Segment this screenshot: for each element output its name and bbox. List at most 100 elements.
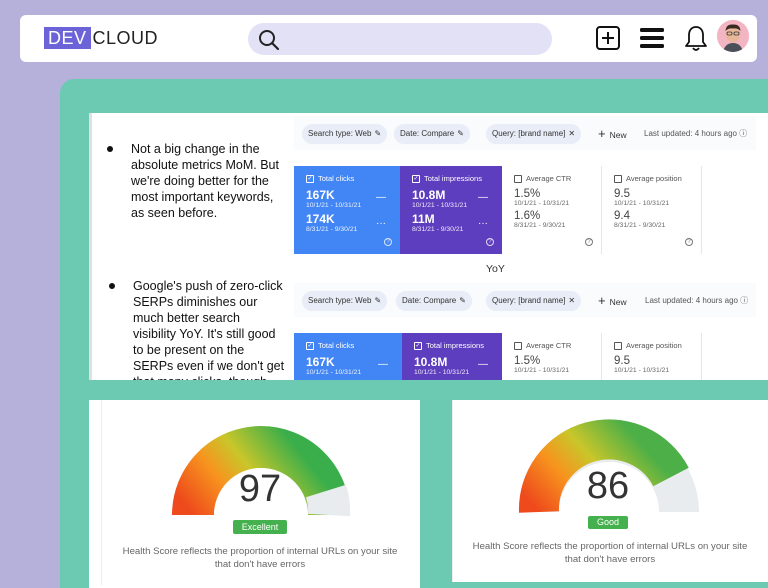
chip-query[interactable]: Query: [brand name] ✕ — [486, 124, 582, 144]
help-icon[interactable]: ? — [685, 238, 693, 246]
checkbox-icon — [614, 341, 622, 350]
plus-icon: + — [598, 126, 606, 141]
checkbox-icon — [514, 341, 522, 350]
gsc-widget-top: Search type: Web ✎ Date: Compare ✎ Query: … — [294, 116, 756, 256]
new-filter-button[interactable]: + New — [598, 124, 627, 145]
logo-cloud: CLOUD — [92, 28, 159, 48]
card-value-compare: 1.6% — [514, 210, 541, 222]
edit-icon: ✎ — [459, 296, 466, 305]
card-date: 10/1/21 - 10/31/21 — [306, 369, 362, 376]
logo-dev: DEV — [44, 27, 91, 49]
help-icon[interactable]: ? — [486, 238, 494, 246]
help-icon: ⓘ — [739, 129, 748, 138]
gauge-arc — [518, 419, 689, 513]
chip-label: Query: [brand name] — [492, 296, 566, 305]
checkbox-icon: ✓ — [414, 341, 422, 350]
checkbox-icon: ✓ — [306, 174, 314, 183]
last-updated: Last updated: 4 hours ago ⓘ — [645, 291, 748, 311]
edit-icon: ✎ — [374, 296, 382, 305]
chip-label: Date: Compare — [400, 129, 455, 138]
score-badge-2: Good — [588, 516, 628, 529]
card-total-clicks[interactable]: ✓ Total clicks 167K — 10/1/21 - 10/31/21 — [294, 333, 402, 380]
card-head: Average position — [614, 174, 701, 183]
chip-search-type[interactable]: Search type: Web ✎ — [302, 291, 388, 311]
card-average-position[interactable]: Average position 9.5 10/1/21 - 10/31/21 … — [602, 166, 702, 254]
last-updated-text: Last updated: 4 hours ago — [645, 296, 738, 305]
card-total-clicks[interactable]: ✓ Total clicks 167K — 10/1/21 - 10/31/21 1… — [294, 166, 400, 254]
chip-label: Date: Compare — [402, 296, 457, 305]
edit-icon: ✎ — [457, 129, 464, 138]
slide-edge — [89, 113, 92, 380]
logo[interactable]: DEV CLOUD — [44, 27, 158, 49]
card-date-compare: 8/31/21 - 9/30/21 — [614, 222, 666, 229]
search-input[interactable] — [288, 27, 538, 51]
card-label: Total clicks — [318, 341, 355, 350]
gauge-2 — [518, 419, 699, 527]
gauge-center — [559, 462, 659, 527]
score-badge-1: Excellent — [233, 520, 287, 534]
search-bar[interactable] — [248, 23, 552, 55]
card-average-ctr[interactable]: Average CTR 1.5% 10/1/21 - 10/31/21 — [502, 333, 602, 380]
card-head: Average CTR — [514, 174, 601, 183]
card-total-impressions[interactable]: ✓ Total impressions 10.8M — 10/1/21 - 10/3… — [402, 333, 502, 380]
chip-label: Search type: Web — [308, 129, 372, 138]
card-average-position[interactable]: Average position 9.5 10/1/21 - 10/31/21 — [602, 333, 702, 380]
chip-date[interactable]: Date: Compare ✎ — [396, 291, 472, 311]
card-value: 167K — [306, 355, 335, 369]
card-date: 10/1/21 - 10/31/21 — [306, 202, 362, 209]
gauge-1 — [172, 426, 351, 527]
gsc-filters: Search type: Web ✎ Date: Compare ✎ Query: … — [294, 116, 756, 150]
chip-search-type[interactable]: Search type: Web ✎ — [302, 124, 388, 144]
score-caption-2: Health Score reflects the proportion of … — [472, 541, 748, 565]
card-date-compare: 8/31/21 - 9/30/21 — [412, 226, 464, 233]
card-date: 10/1/21 - 10/31/21 — [412, 202, 468, 209]
top-bar: DEV CLOUD — [20, 15, 757, 62]
card-label: Average CTR — [526, 174, 572, 183]
card-value-compare: 9.4 — [614, 210, 630, 222]
gsc-widget-bottom: Search type: Web ✎ Date: Compare ✎ Query: … — [294, 283, 756, 380]
card-value: 10.8M — [412, 188, 446, 202]
checkbox-icon: ✓ — [412, 174, 420, 183]
card-date: 10/1/21 - 10/31/21 — [514, 200, 570, 207]
card-head: ✓ Total impressions — [412, 174, 502, 183]
card-value: 10.8M — [414, 355, 448, 369]
help-icon[interactable]: ? — [384, 238, 392, 246]
new-label: New — [609, 297, 627, 307]
line-solid-icon: — — [376, 192, 386, 203]
edit-icon: ✎ — [374, 129, 382, 138]
line-solid-icon: — — [378, 359, 388, 370]
card-average-ctr[interactable]: Average CTR 1.5% 10/1/21 - 10/31/21 1.6%… — [502, 166, 602, 254]
help-icon[interactable]: ? — [585, 238, 593, 246]
avatar[interactable] — [717, 20, 749, 52]
last-updated-text: Last updated: 4 hours ago — [644, 129, 737, 138]
card-value-compare: 11M — [412, 212, 435, 226]
chip-query[interactable]: Query: [brand name] ✕ — [486, 291, 582, 311]
new-filter-button[interactable]: + New — [598, 291, 627, 312]
slide-clip: Google's push of zero-click SERPs dimini… — [89, 113, 768, 380]
card-total-impressions[interactable]: ✓ Total impressions 10.8M — 10/1/21 - 10/3… — [400, 166, 502, 254]
chip-date[interactable]: Date: Compare ✎ — [394, 124, 470, 144]
gsc-filters: Search type: Web ✎ Date: Compare ✎ Query: … — [294, 283, 756, 317]
card-label: Average position — [626, 174, 682, 183]
card-head: Average CTR — [514, 341, 601, 350]
score-value-1: 97 — [238, 468, 282, 510]
card-date: 10/1/21 - 10/31/21 — [614, 367, 670, 374]
bullet-dot — [107, 146, 113, 152]
bullet-text-1: Not a big change in the absolute metrics… — [131, 142, 279, 220]
card-head: ✓ Total clicks — [306, 341, 402, 350]
add-icon[interactable] — [593, 23, 623, 53]
user-avatar-icon — [717, 20, 749, 52]
bell-icon[interactable] — [681, 23, 711, 53]
menu-icon[interactable] — [637, 23, 667, 53]
line-dashed-icon: ··· — [376, 218, 386, 229]
gauge-arc — [172, 426, 350, 516]
close-icon: ✕ — [568, 129, 576, 138]
card-date-compare: 8/31/21 - 9/30/21 — [306, 226, 358, 233]
card-label: Total clicks — [318, 174, 355, 183]
card-label: Total impressions — [426, 341, 484, 350]
card-value-compare: 174K — [306, 212, 335, 226]
yoy-label: YoY — [486, 263, 505, 275]
card-label: Average CTR — [526, 341, 572, 350]
search-icon[interactable] — [257, 28, 281, 52]
card-date: 10/1/21 - 10/31/21 — [614, 200, 670, 207]
